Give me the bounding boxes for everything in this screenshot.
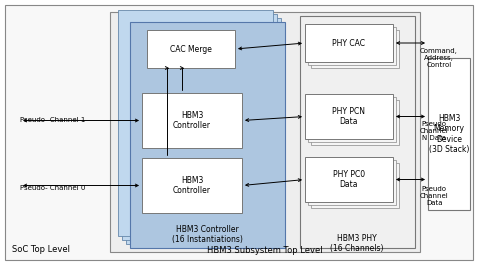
Text: HBM3
Controller: HBM3 Controller (173, 111, 211, 130)
Bar (308, 97, 396, 142)
Bar (142, 158, 242, 213)
Bar (110, 12, 420, 252)
Text: Command,
Address,
Control: Command, Address, Control (420, 48, 458, 68)
Bar (308, 160, 396, 205)
Bar (122, 14, 277, 240)
Text: Pseudo
Channel
Data: Pseudo Channel Data (420, 186, 449, 206)
Text: HBM3 Subsystem Top Level: HBM3 Subsystem Top Level (207, 246, 323, 255)
Text: HBM3 Controller
(16 Instantiations): HBM3 Controller (16 Instantiations) (171, 225, 242, 244)
Text: PHY PC0
Data: PHY PC0 Data (333, 170, 365, 189)
Bar (311, 163, 399, 208)
Text: Pseudo- Channel 0: Pseudo- Channel 0 (20, 185, 85, 191)
Text: Pseudo- Channel 1: Pseudo- Channel 1 (20, 117, 85, 123)
Text: SoC Top Level: SoC Top Level (12, 245, 70, 254)
Bar (308, 27, 396, 65)
Text: HBM3 PHY
(16 Channels): HBM3 PHY (16 Channels) (330, 234, 384, 253)
Bar (311, 30, 399, 68)
Bar (428, 58, 470, 210)
Bar (147, 30, 235, 68)
Text: HBM3
Memory
Device
(3D Stack): HBM3 Memory Device (3D Stack) (429, 114, 469, 154)
Text: PHY CAC: PHY CAC (333, 38, 365, 48)
Bar (130, 22, 285, 248)
Bar (311, 100, 399, 145)
Text: Pseudo
Channel
N Data: Pseudo Channel N Data (420, 121, 449, 141)
Bar (118, 10, 273, 236)
Text: PHY PCN
Data: PHY PCN Data (333, 107, 365, 126)
Bar (305, 24, 393, 62)
Bar (126, 18, 281, 244)
Bar (300, 16, 415, 248)
Text: HBM3
Controller: HBM3 Controller (173, 176, 211, 195)
Bar (305, 157, 393, 202)
Bar (305, 94, 393, 139)
Bar (142, 93, 242, 148)
Text: CAC Merge: CAC Merge (170, 45, 212, 53)
